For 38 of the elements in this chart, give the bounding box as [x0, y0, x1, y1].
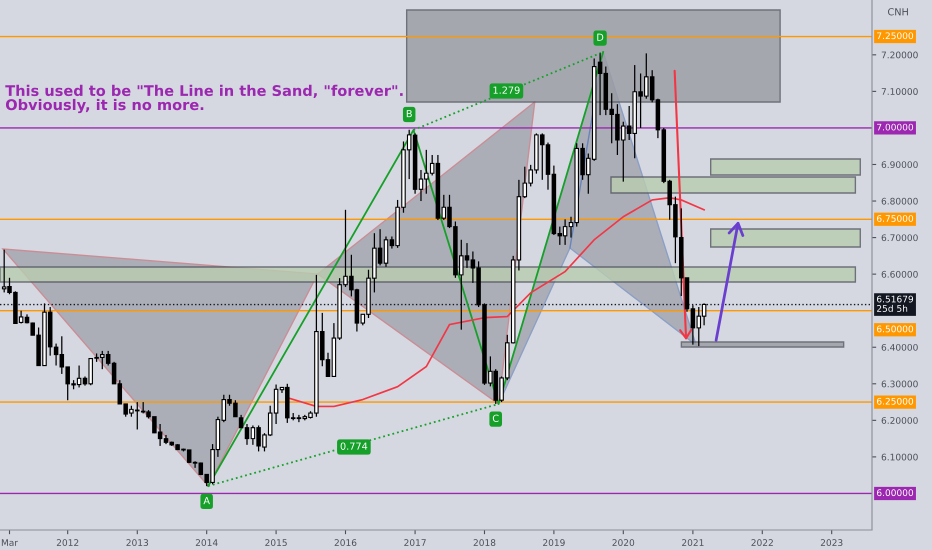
x-tick-label: 2013 [126, 539, 148, 546]
x-tick-label: 2015 [265, 539, 287, 546]
annotation: This used to be "The Line in the Sand, "forever". Obviously, it is no more. [5, 84, 403, 114]
y-tick-label: 6.20000 [882, 417, 918, 424]
x-tick-label: 2016 [334, 539, 356, 546]
annotation: 0.774 [340, 442, 368, 450]
y-tick-label: 6.60000 [882, 270, 918, 278]
y-tick-label: 7.20000 [882, 52, 918, 58]
y-tick-label: 6.90000 [882, 161, 918, 168]
x-tick-label: 2018 [474, 539, 496, 546]
x-tick-label: 2012 [56, 539, 78, 546]
ref-line-label: 7.00000 [877, 124, 914, 131]
x-tick-label: 2019 [543, 539, 565, 546]
ref-line-label: 6.00000 [876, 489, 914, 496]
x-tick-label: 2023 [820, 539, 842, 546]
x-tick-label: 2022 [751, 539, 773, 546]
y-tick-label: 7.10000 [882, 88, 918, 95]
y-tick-label: 6.70000 [882, 234, 918, 242]
ref-line-label: 7.25000 [877, 32, 914, 40]
ref-line-label: 6.51679 25d 5h [876, 296, 914, 312]
ref-line-label: 6.25000 [876, 398, 914, 405]
y-tick-label: 6.80000 [882, 198, 918, 205]
annotation: B [406, 110, 412, 118]
annotation: A [203, 497, 210, 504]
ref-line-label: 6.75000 [876, 215, 914, 222]
y-tick-label: 6.30000 [882, 380, 918, 388]
x-tick-label: 2021 [682, 539, 704, 546]
x-tick-label: 2020 [612, 539, 634, 546]
x-tick-label: Mar [2, 539, 18, 546]
annotation: C [492, 414, 499, 422]
annotation: 1.279 [494, 86, 520, 94]
y-axis-title: CNH [888, 8, 908, 16]
x-tick-label: 2014 [196, 539, 218, 546]
annotation: D [597, 34, 604, 41]
x-tick-label: 2017 [404, 539, 426, 546]
y-tick-label: 6.40000 [882, 344, 918, 351]
y-tick-label: 6.10000 [882, 454, 918, 460]
ref-line-label: 6.50000 [876, 326, 914, 332]
